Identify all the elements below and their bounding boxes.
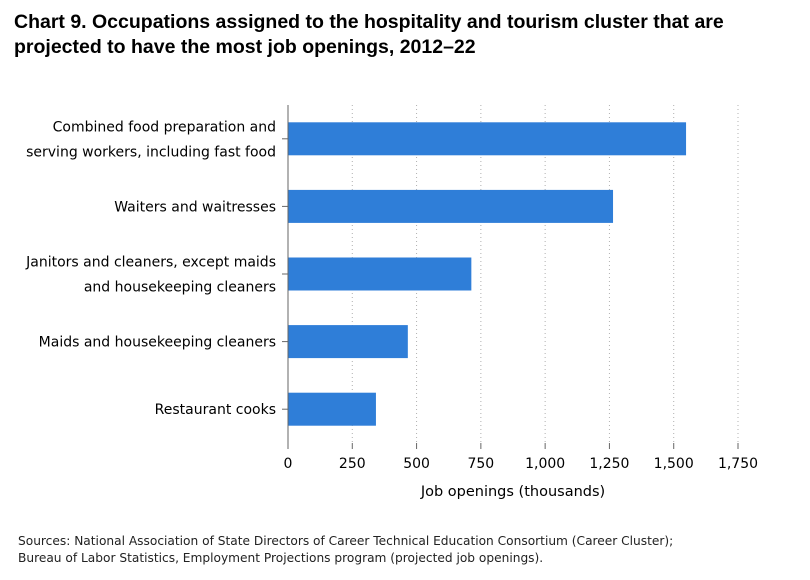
x-tick-label: 1,500 — [654, 456, 694, 472]
category-label: Maids and housekeeping cleaners — [39, 335, 276, 351]
source-line: Sources: National Association of State D… — [18, 534, 674, 548]
bar — [288, 392, 376, 426]
x-tick-label: 500 — [403, 456, 430, 472]
x-tick-label: 250 — [339, 456, 366, 472]
x-axis-title: Job openings (thousands) — [420, 484, 605, 500]
bar — [288, 122, 687, 156]
x-tick-label: 1,250 — [589, 456, 629, 472]
x-tick-label: 0 — [284, 456, 293, 472]
x-tick-label: 750 — [467, 456, 494, 472]
bar — [288, 257, 472, 291]
chart-title-line: Chart 9. Occupations assigned to the hos… — [14, 11, 724, 33]
category-label: Restaurant cooks — [155, 402, 276, 418]
x-tick-label: 1,000 — [525, 456, 565, 472]
x-tick-label: 1,750 — [718, 456, 758, 472]
bar — [288, 325, 408, 359]
category-label: Combined food preparation and — [53, 119, 276, 135]
bar — [288, 189, 614, 223]
source-note: Sources: National Association of State D… — [18, 533, 798, 567]
category-label: Janitors and cleaners, except maids — [25, 255, 276, 271]
source-line: Bureau of Labor Statistics, Employment P… — [18, 551, 544, 565]
chart-title-line: projected to have the most job openings,… — [14, 36, 476, 58]
chart-title: Chart 9. Occupations assigned to the hos… — [14, 10, 804, 60]
category-label: Waiters and waitresses — [114, 199, 276, 215]
bar-chart: 0 250 500 750 1,000 1,250 1,500 1,750 Combined f… — [25, 105, 758, 500]
category-label: and housekeeping cleaners — [84, 280, 276, 296]
category-label: serving workers, including fast food — [26, 144, 276, 160]
